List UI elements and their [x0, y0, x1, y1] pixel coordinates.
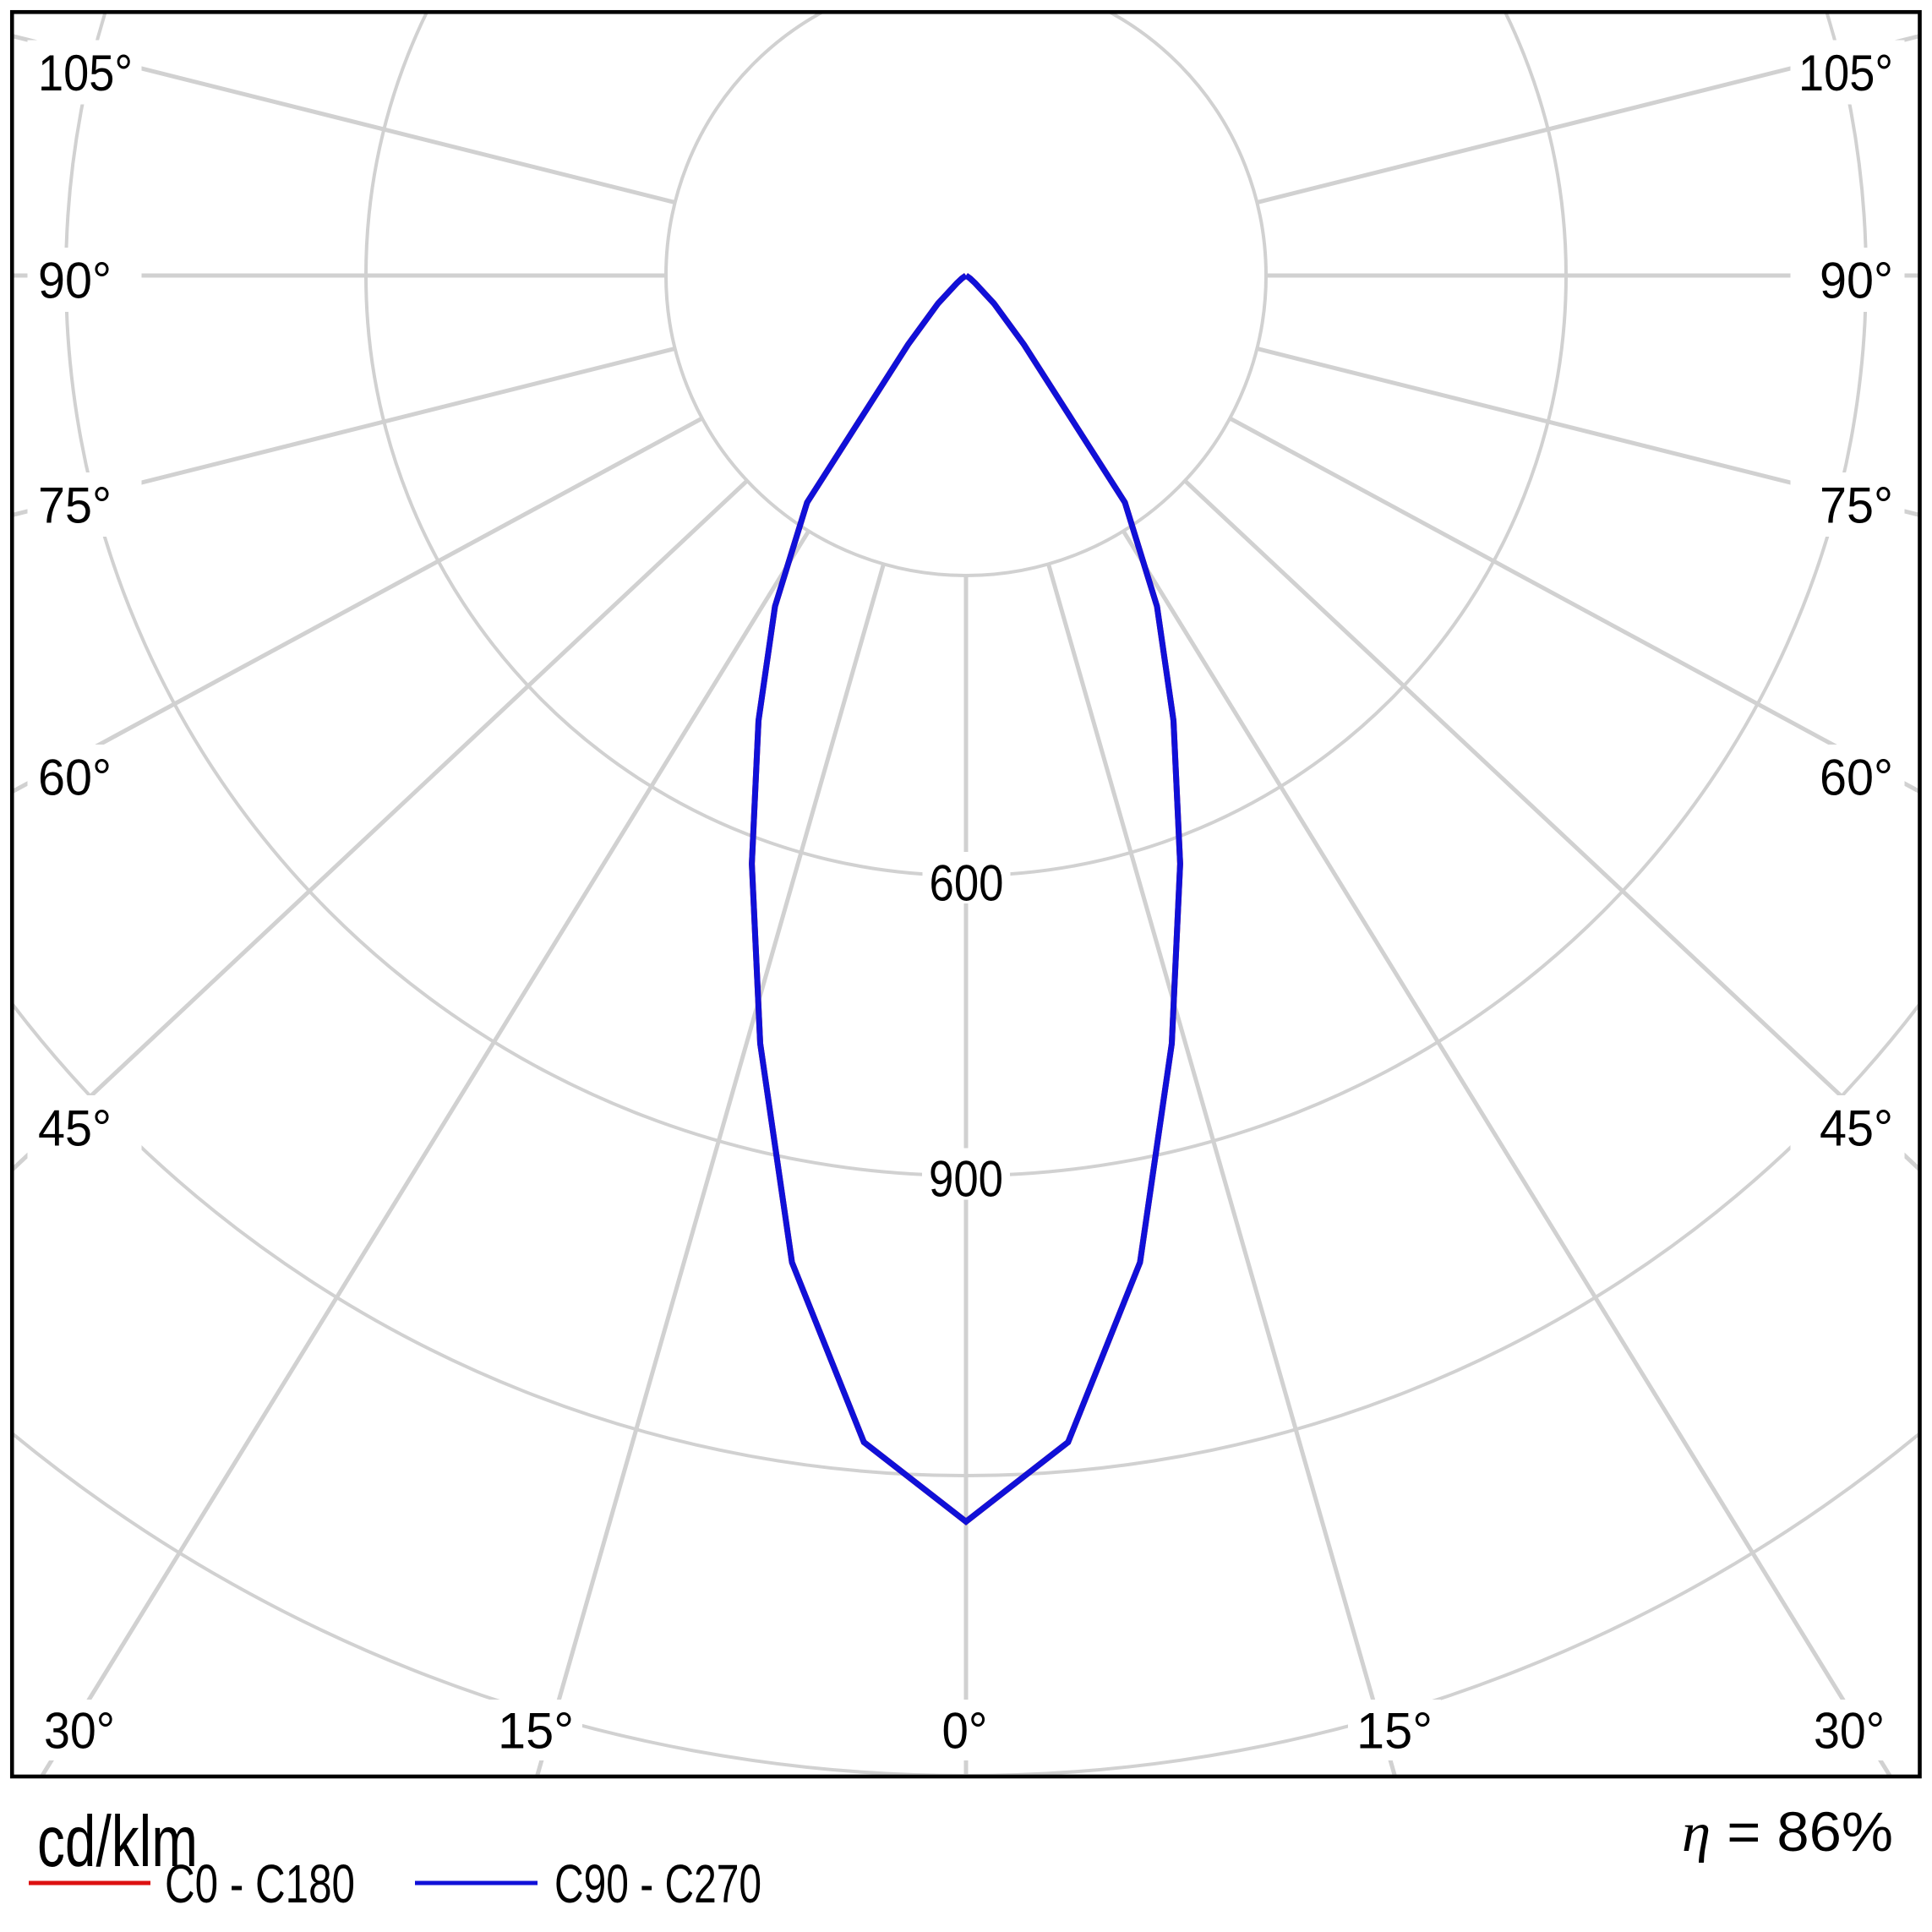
svg-text:15°: 15°: [498, 1703, 574, 1760]
svg-text:60°: 60°: [1820, 750, 1893, 806]
svg-text:75°: 75°: [38, 478, 112, 534]
svg-text:0°: 0°: [942, 1703, 988, 1760]
svg-text:900: 900: [929, 1151, 1003, 1208]
svg-text:C0 - C180: C0 - C180: [165, 1853, 355, 1914]
svg-text:η = 86%: η = 86%: [1682, 1800, 1893, 1864]
svg-text:45°: 45°: [38, 1100, 112, 1157]
svg-text:30°: 30°: [44, 1703, 115, 1760]
svg-text:45°: 45°: [1820, 1100, 1893, 1157]
svg-text:30°: 30°: [1814, 1703, 1885, 1760]
svg-text:105°: 105°: [1798, 45, 1893, 101]
svg-text:90°: 90°: [1820, 253, 1893, 309]
svg-text:C90 - C270: C90 - C270: [554, 1853, 761, 1914]
svg-text:75°: 75°: [1820, 478, 1893, 534]
svg-text:90°: 90°: [38, 253, 112, 309]
svg-text:cd/klm: cd/klm: [37, 1802, 198, 1882]
svg-text:15°: 15°: [1356, 1703, 1433, 1760]
svg-text:600: 600: [930, 855, 1004, 912]
svg-text:105°: 105°: [38, 45, 133, 101]
svg-text:60°: 60°: [38, 750, 112, 806]
